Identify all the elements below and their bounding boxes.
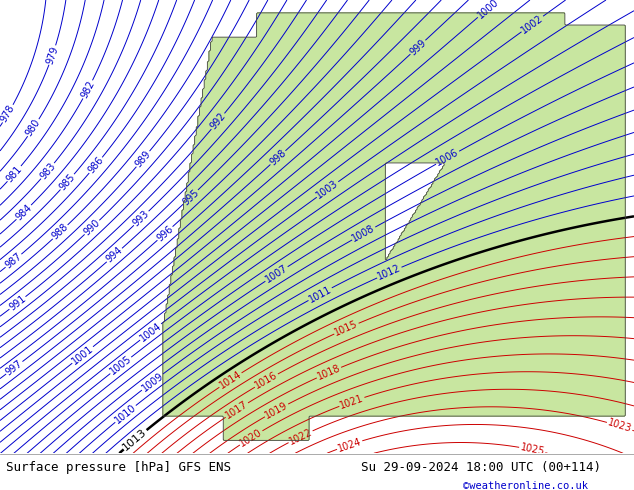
Text: 981: 981 bbox=[4, 164, 24, 184]
Text: 1010: 1010 bbox=[113, 402, 138, 425]
Text: 996: 996 bbox=[155, 223, 175, 244]
Text: 983: 983 bbox=[38, 161, 58, 181]
Text: 1022: 1022 bbox=[287, 427, 314, 446]
Text: 1009: 1009 bbox=[139, 370, 165, 393]
Text: 1024: 1024 bbox=[336, 436, 363, 454]
Text: 1005: 1005 bbox=[108, 354, 134, 377]
Text: 1013: 1013 bbox=[121, 427, 149, 452]
Text: 993: 993 bbox=[131, 208, 152, 228]
Text: 1014: 1014 bbox=[217, 369, 243, 391]
Text: 987: 987 bbox=[3, 251, 24, 270]
Text: 1007: 1007 bbox=[264, 263, 290, 285]
Text: Surface pressure [hPa] GFS ENS: Surface pressure [hPa] GFS ENS bbox=[6, 462, 231, 474]
Text: 1008: 1008 bbox=[351, 223, 377, 244]
Text: 1000: 1000 bbox=[476, 0, 500, 21]
Text: 1001: 1001 bbox=[70, 343, 95, 367]
Text: 1012: 1012 bbox=[376, 263, 403, 282]
Text: 1011: 1011 bbox=[307, 284, 333, 304]
Text: 982: 982 bbox=[79, 79, 96, 100]
Text: 1018: 1018 bbox=[316, 363, 342, 382]
Text: 1016: 1016 bbox=[253, 370, 280, 391]
Text: 1021: 1021 bbox=[339, 393, 365, 411]
Text: 1019: 1019 bbox=[263, 400, 290, 420]
Text: 990: 990 bbox=[82, 218, 102, 237]
Text: 986: 986 bbox=[86, 155, 105, 175]
Text: 1004: 1004 bbox=[138, 320, 164, 343]
Text: 999: 999 bbox=[408, 37, 428, 57]
Text: ©weatheronline.co.uk: ©weatheronline.co.uk bbox=[463, 481, 588, 490]
Text: 1015: 1015 bbox=[333, 319, 359, 338]
Text: 980: 980 bbox=[24, 117, 42, 138]
Text: 979: 979 bbox=[45, 45, 60, 66]
Text: 1025: 1025 bbox=[519, 442, 545, 457]
Text: 994: 994 bbox=[104, 245, 125, 265]
Text: 992: 992 bbox=[208, 111, 228, 132]
Text: 988: 988 bbox=[50, 222, 70, 242]
Text: 1003: 1003 bbox=[314, 178, 340, 201]
Text: 985: 985 bbox=[58, 172, 77, 192]
Text: 998: 998 bbox=[268, 148, 288, 168]
Text: 1002: 1002 bbox=[519, 13, 545, 35]
Text: 1020: 1020 bbox=[238, 427, 264, 448]
Text: 984: 984 bbox=[14, 202, 34, 222]
Text: 997: 997 bbox=[4, 358, 25, 377]
Text: 1023: 1023 bbox=[607, 418, 633, 435]
Text: 995: 995 bbox=[181, 187, 201, 207]
Text: 1017: 1017 bbox=[224, 399, 250, 421]
Text: 1006: 1006 bbox=[434, 147, 461, 168]
Text: 989: 989 bbox=[133, 149, 153, 169]
Text: Su 29-09-2024 18:00 UTC (00+114): Su 29-09-2024 18:00 UTC (00+114) bbox=[361, 462, 602, 474]
Text: 978: 978 bbox=[0, 103, 17, 124]
Text: 991: 991 bbox=[7, 294, 28, 313]
